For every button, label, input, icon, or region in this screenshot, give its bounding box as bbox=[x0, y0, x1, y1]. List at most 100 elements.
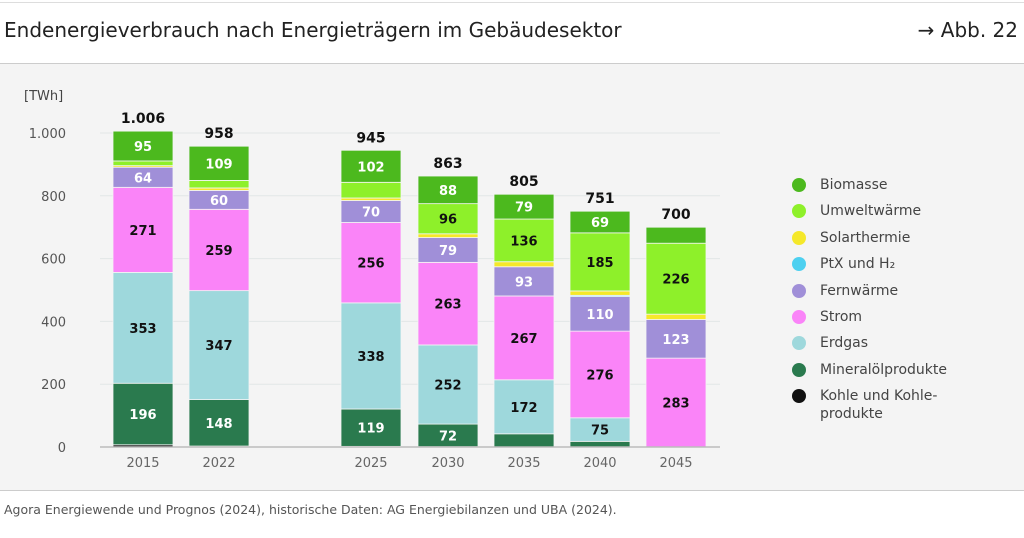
legend-item: Kohle und Kohle- produkte bbox=[792, 387, 970, 422]
segment-value-label: 75 bbox=[591, 424, 609, 439]
legend-label: PtX und H₂ bbox=[820, 256, 896, 273]
bar-segment bbox=[340, 222, 402, 304]
y-tick-label: 0 bbox=[58, 441, 66, 456]
top-divider bbox=[0, 2, 1024, 3]
segment-value-label: 64 bbox=[134, 171, 152, 186]
segment-value-label: 263 bbox=[434, 298, 461, 313]
chart-title: Endenergieverbrauch nach Energieträgern … bbox=[4, 18, 622, 42]
bar-segment bbox=[188, 145, 250, 181]
x-tick-label: 2040 bbox=[583, 456, 616, 471]
legend-label: Solarthermie bbox=[820, 229, 911, 246]
bar-segment bbox=[645, 226, 707, 244]
bar-segment bbox=[417, 203, 479, 235]
bar-segment bbox=[493, 433, 555, 448]
bar-segment bbox=[112, 130, 174, 162]
x-tick-label: 2022 bbox=[202, 456, 235, 471]
bar-segment bbox=[645, 319, 707, 359]
segment-value-label: 60 bbox=[210, 194, 228, 209]
segment-value-label: 226 bbox=[662, 273, 689, 288]
bar-segment bbox=[340, 302, 402, 410]
segment-value-label: 338 bbox=[357, 350, 384, 365]
figure-reference: → Abb. 22 bbox=[917, 18, 1018, 42]
bar-segment bbox=[493, 295, 555, 381]
bar-segment bbox=[340, 408, 402, 447]
segment-value-label: 110 bbox=[586, 308, 613, 323]
segment-value-label: 102 bbox=[357, 160, 384, 175]
bar-segment bbox=[340, 149, 402, 183]
legend-swatch bbox=[792, 362, 806, 377]
legend-swatch bbox=[792, 336, 806, 351]
segment-value-label: 172 bbox=[510, 401, 537, 416]
legend-label: Erdgas bbox=[820, 335, 869, 352]
total-value-label: 805 bbox=[509, 174, 538, 190]
legend-item: PtX und H₂ bbox=[792, 255, 970, 281]
legend-swatch bbox=[792, 283, 806, 298]
bar-segment bbox=[493, 261, 555, 268]
bar-segment bbox=[417, 175, 479, 205]
legend-swatch bbox=[792, 389, 806, 404]
segment-value-label: 79 bbox=[439, 244, 457, 259]
legend-label: Mineralölprodukte bbox=[820, 361, 948, 378]
bar-segment bbox=[112, 382, 174, 446]
bar-segment bbox=[569, 296, 631, 332]
bar-segment bbox=[188, 399, 250, 447]
segment-value-label: 256 bbox=[357, 257, 384, 272]
legend-item: Erdgas bbox=[792, 334, 970, 360]
total-value-label: 958 bbox=[204, 126, 233, 142]
x-tick-label: 2030 bbox=[431, 456, 464, 471]
y-tick-label: 400 bbox=[41, 315, 66, 330]
y-tick-label: 200 bbox=[41, 378, 66, 393]
bar-segment bbox=[112, 160, 174, 167]
legend-label: Strom bbox=[820, 308, 863, 325]
segment-value-label: 276 bbox=[586, 368, 613, 383]
legend-label: Biomasse bbox=[820, 177, 888, 193]
bar-segment bbox=[645, 242, 707, 315]
legend-label: Fernwärme bbox=[820, 282, 899, 299]
legend-swatch bbox=[792, 204, 806, 219]
segment-value-label: 136 bbox=[510, 234, 537, 249]
legend-item: Fernwärme bbox=[792, 282, 970, 308]
source-note: Agora Energiewende und Prognos (2024), h… bbox=[4, 502, 617, 517]
legend-swatch bbox=[792, 230, 806, 245]
segment-value-label: 252 bbox=[434, 379, 461, 394]
total-value-label: 863 bbox=[433, 156, 462, 172]
legend-item: Umweltwärme bbox=[792, 202, 970, 228]
legend-item: Biomasse bbox=[792, 176, 970, 202]
bar-segment bbox=[645, 313, 707, 320]
segment-value-label: 70 bbox=[362, 206, 380, 221]
bar-segment bbox=[569, 290, 631, 296]
bar-segment bbox=[493, 218, 555, 263]
segment-value-label: 72 bbox=[439, 429, 457, 444]
bar-segment bbox=[112, 272, 174, 384]
segment-value-label: 259 bbox=[205, 244, 232, 259]
x-tick-label: 2025 bbox=[354, 456, 387, 471]
segment-value-label: 196 bbox=[129, 408, 156, 423]
bar-segment bbox=[493, 266, 555, 297]
segment-value-label: 93 bbox=[515, 275, 533, 290]
segment-value-label: 88 bbox=[439, 184, 457, 199]
bar-segment bbox=[417, 261, 479, 346]
bar-segment bbox=[645, 357, 707, 448]
x-tick-label: 2035 bbox=[507, 456, 540, 471]
legend-swatch bbox=[792, 309, 806, 324]
y-axis-label: [TWh] bbox=[24, 89, 63, 104]
legend-label: Kohle und Kohle- produkte bbox=[820, 388, 938, 423]
total-value-label: 700 bbox=[661, 207, 690, 223]
segment-value-label: 267 bbox=[510, 332, 537, 347]
segment-value-label: 353 bbox=[129, 322, 156, 337]
segment-value-label: 109 bbox=[205, 157, 232, 172]
y-tick-label: 600 bbox=[41, 253, 66, 268]
bar-segment bbox=[340, 181, 402, 199]
segment-value-label: 79 bbox=[515, 201, 533, 216]
total-value-label: 1.006 bbox=[121, 111, 165, 127]
legend-swatch bbox=[792, 257, 806, 272]
bar-segment bbox=[112, 186, 174, 273]
segment-value-label: 95 bbox=[134, 140, 152, 155]
bar-segment bbox=[188, 208, 250, 292]
segment-value-label: 69 bbox=[591, 216, 609, 231]
segment-value-label: 148 bbox=[205, 417, 232, 432]
y-tick-label: 1.000 bbox=[29, 127, 66, 142]
bar-segment bbox=[417, 233, 479, 238]
segment-value-label: 123 bbox=[662, 333, 689, 348]
